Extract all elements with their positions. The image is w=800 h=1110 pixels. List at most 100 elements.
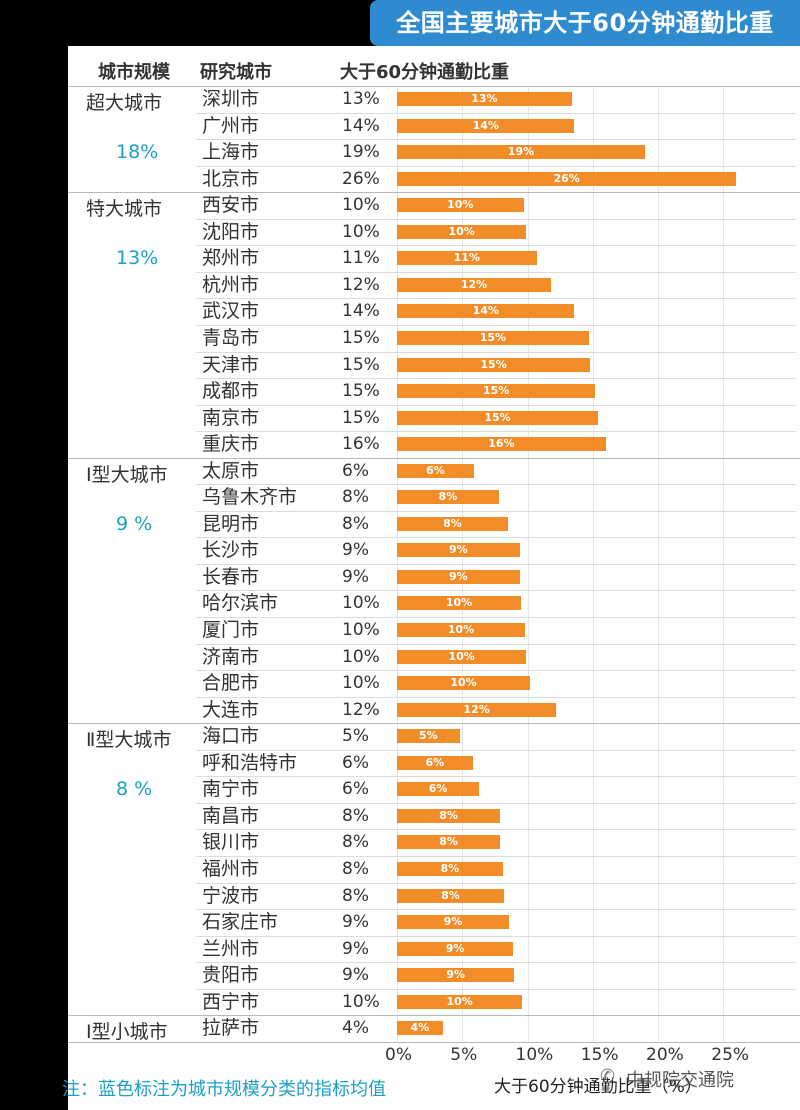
city-name: 西安市 — [202, 194, 260, 217]
bar-data-label: 9% — [446, 968, 466, 982]
bar-data-label: 10% — [448, 224, 475, 238]
bar-data-label: 10% — [448, 649, 475, 663]
bar-data-label: 10% — [445, 596, 473, 610]
value-label: 4% — [342, 1018, 369, 1039]
value-label: 15% — [342, 327, 380, 348]
bar-data-label: 4% — [410, 1021, 430, 1035]
city-name: 兰州市 — [202, 937, 260, 960]
value-label: 19% — [342, 142, 380, 163]
row-divider — [196, 909, 796, 911]
bar-data-label: 6% — [426, 463, 445, 477]
group-average: 8 % — [116, 778, 153, 801]
x-tick-label: 10% — [515, 1045, 554, 1065]
bar-data-label: 16% — [488, 437, 515, 451]
group-average: 9 % — [116, 512, 153, 535]
city-name: 广州市 — [202, 114, 260, 137]
bar — [397, 808, 501, 823]
bar-data-label: 10% — [450, 676, 477, 690]
value-label: 10% — [342, 620, 380, 640]
value-label: 8% — [342, 832, 369, 853]
group-divider — [68, 723, 800, 725]
header-metric: 大于60分钟通勤比重 — [340, 62, 510, 83]
bar — [397, 516, 508, 531]
row-divider — [196, 351, 796, 353]
value-label: 10% — [342, 646, 380, 667]
bar — [397, 623, 525, 637]
city-name: 宁波市 — [202, 884, 260, 907]
bar-data-label: 26% — [553, 171, 580, 185]
bar — [397, 92, 572, 106]
x-axis-label: 大于60分钟通勤比重（%） — [494, 1077, 702, 1097]
chart-title: 全国主要城市大于60分钟通勤比重 — [370, 0, 800, 46]
bar-data-label: 6% — [425, 755, 445, 769]
city-name: 长春市 — [202, 565, 260, 588]
value-label: 9% — [342, 938, 369, 959]
city-name: 福州市 — [202, 857, 260, 880]
bar — [397, 437, 606, 452]
city-name: 厦门市 — [202, 619, 260, 641]
wechat-icon: ✆ — [600, 1066, 616, 1087]
x-tick-label: 25% — [711, 1045, 750, 1065]
value-label: 5% — [342, 726, 369, 747]
row-divider — [196, 749, 796, 751]
row-divider — [196, 165, 796, 167]
bar — [397, 835, 501, 850]
row-divider — [196, 563, 796, 565]
bar-data-label: 15% — [479, 330, 507, 344]
bar-data-label: 15% — [483, 384, 510, 398]
value-label: 9% — [342, 540, 369, 561]
row-divider — [196, 855, 796, 857]
bar-data-label: 8% — [441, 888, 460, 902]
city-name: 拉萨市 — [202, 1017, 260, 1040]
group-divider — [68, 1041, 800, 1043]
city-name: 郑州市 — [202, 247, 260, 270]
row-divider — [196, 324, 796, 326]
bar — [397, 171, 737, 186]
bar — [397, 1021, 443, 1036]
value-label: 10% — [342, 673, 380, 694]
city-name: 贵阳市 — [202, 964, 260, 987]
city-name: 天津市 — [202, 353, 260, 376]
row-divider — [196, 988, 796, 990]
bar-data-label: 15% — [484, 410, 511, 424]
bar-data-label: 9% — [443, 915, 463, 929]
bar — [397, 330, 589, 345]
value-label: 14% — [342, 115, 380, 136]
value-label: 8% — [342, 487, 369, 508]
header-scale: 城市规模 — [98, 62, 170, 83]
value-label: 10% — [342, 991, 380, 1012]
row-divider — [196, 537, 796, 539]
bar — [397, 145, 645, 160]
group-average: 18% — [116, 141, 159, 164]
value-label: 8% — [342, 885, 369, 906]
city-name: 重庆市 — [202, 433, 260, 456]
city-name: 昆明市 — [202, 512, 260, 535]
bar-data-label: 10% — [447, 623, 475, 636]
bar-data-label: 11% — [453, 251, 480, 265]
bar-data-label: 15% — [480, 357, 507, 371]
group-divider — [68, 457, 800, 459]
group-average: 13% — [116, 247, 159, 270]
row-divider — [196, 245, 796, 247]
value-label: 13% — [342, 89, 380, 109]
group-divider — [68, 86, 800, 87]
bar — [397, 304, 575, 319]
value-label: 11% — [342, 248, 380, 269]
bar — [397, 676, 531, 691]
header-city: 研究城市 — [200, 62, 272, 83]
x-tick-label: 5% — [450, 1045, 478, 1065]
value-label: 10% — [342, 593, 380, 614]
value-label: 12% — [342, 699, 380, 720]
group-label: Ⅰ型大城市 — [86, 463, 168, 486]
bar-data-label: 12% — [460, 277, 488, 291]
bar-data-label: 8% — [439, 808, 458, 822]
bar — [397, 357, 591, 372]
city-name: 呼和浩特市 — [202, 751, 298, 774]
bar-data-label: 8% — [440, 861, 460, 875]
bar-data-label: 14% — [472, 304, 499, 318]
value-label: 9% — [342, 965, 369, 986]
bar — [397, 384, 596, 399]
city-name: 哈尔滨市 — [202, 592, 279, 615]
bar — [397, 968, 515, 983]
value-label: 15% — [342, 407, 380, 428]
